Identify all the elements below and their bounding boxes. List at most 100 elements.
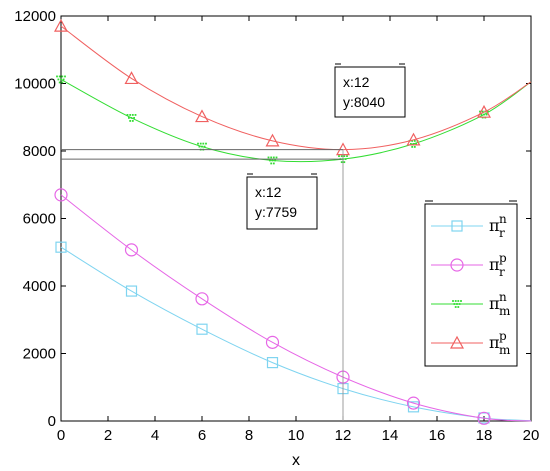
marker-dot [61,81,64,84]
marker-dot [129,114,132,116]
marker-dot [62,78,65,81]
marker-dot [412,143,415,145]
marker-dot [267,156,270,159]
legend-label-sub: m [499,343,511,357]
marker-dot [205,142,207,145]
marker-dot [56,75,58,78]
y-tick-label: 0 [48,413,56,430]
marker-dot [197,142,199,145]
x-axis-title: x [292,452,300,469]
marker-dot [457,306,460,308]
y-tick-label: 4000 [23,278,56,295]
datatip-box [246,176,318,230]
marker-triangle-up [406,132,421,146]
legend-label: π [489,216,500,235]
x-tick-label: 4 [151,427,159,444]
marker-dot [411,146,414,148]
series-3 [53,18,532,156]
legend-label-sup: p [499,329,507,343]
marker-dot [131,120,134,122]
datatip: x:12 y:8040 [61,63,406,421]
legend-entry-0: π nr [431,212,507,240]
series-line [60,25,532,151]
x-tick-label: 6 [198,427,206,444]
marker-dot [343,155,346,158]
marker-triangle-down [452,300,462,308]
series-line [60,194,532,422]
marker-dot [201,145,203,148]
marker-dot [269,159,271,162]
marker-triangle-down [56,75,66,84]
marker-dot [346,155,348,158]
marker-dot [456,303,458,305]
datatip: x:12 y:7759 [61,158,344,421]
datatip-line1: x:12 [343,74,370,90]
marker-dot [270,162,273,165]
x-tick-label: 20 [523,427,540,444]
marker-triangle-down [267,156,278,165]
marker-dot [272,162,275,165]
x-tick-label: 16 [429,427,446,444]
marker-dot [130,117,133,119]
legend-label-sub: r [499,226,505,240]
x-tick-label: 8 [245,427,253,444]
marker-dot [275,156,278,159]
marker-dot [343,161,346,164]
marker-circle [124,243,139,257]
marker-square [196,323,208,335]
y-tick-label: 12000 [14,8,56,25]
marker-dot [126,114,129,116]
marker-dot [458,303,461,305]
marker-dot [134,114,137,116]
marker-dot [340,161,343,164]
y-tick-label: 10000 [14,76,56,93]
legend-label-sub: m [499,304,511,318]
marker-dot [272,156,275,159]
marker-dot [131,114,134,116]
marker-dot [413,140,416,142]
marker-circle [195,292,209,306]
marker-circle [265,335,280,349]
marker-dot [340,155,343,158]
legend-label: π [489,333,500,352]
marker-dot [58,81,61,84]
legend-label: π [489,294,500,313]
marker-circle [406,396,421,410]
legend-label: π [489,255,500,274]
series-layer [53,18,532,425]
marker-triangle-up [476,104,492,118]
marker-triangle-up [53,18,69,32]
marker-dot [271,159,274,162]
marker-dot [415,143,417,145]
marker-triangle-down [126,114,137,122]
marker-circle [54,188,68,202]
y-tick-label: 2000 [23,346,56,363]
x-tick-label: 12 [335,427,352,444]
y-tick-label: 6000 [23,211,56,228]
x-tick-label: 10 [288,427,305,444]
legend-label-sup: n [499,290,507,304]
legend-label-sup: p [499,251,507,265]
marker-dot [270,156,273,159]
marker-dot [344,158,347,161]
x-tick-label: 2 [104,427,112,444]
marker-dot [57,78,60,81]
marker-dot [338,155,340,158]
marker-dot [481,110,484,113]
marker-triangle-up [124,71,139,85]
legend-label-sub: r [499,265,505,279]
marker-triangle-up [194,109,210,123]
marker-dot [483,113,485,116]
x-tick-label: 14 [382,427,399,444]
datatip-box [334,66,406,118]
datatip-line2: y:7759 [255,204,297,220]
datatip-line1: x:12 [255,184,282,200]
marker-dot [203,145,206,148]
marker-dot [480,113,483,116]
marker-dot [274,159,276,162]
marker-dot [460,300,462,302]
marker-dot [453,303,456,305]
marker-dot [199,142,202,145]
datatips-layer: x:12 y:7759 x:12 y:8040 [61,63,406,421]
